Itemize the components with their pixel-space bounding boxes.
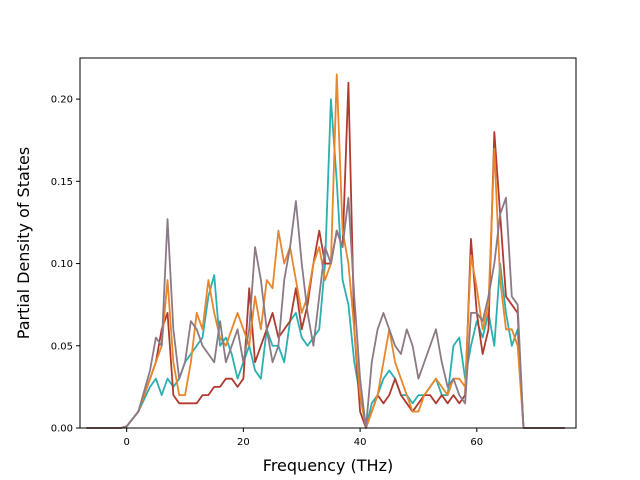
x-tick-label: 20: [237, 437, 250, 448]
pdos-series-line-4: [86, 196, 566, 429]
y-tick-label: 0.20: [51, 95, 73, 106]
x-tick-label: 40: [354, 437, 367, 448]
plot-area-background: [80, 58, 576, 428]
y-axis-label: Partial Density of States: [14, 147, 33, 339]
y-tick-label: 0.10: [51, 259, 73, 270]
y-tick-label: 0.05: [51, 341, 73, 352]
y-axis-ticks: 0.00 0.05 0.10 0.15 0.20: [51, 95, 80, 435]
plot-frame: [79, 57, 577, 429]
x-axis-label: Frequency (THz): [263, 456, 393, 475]
x-tick-label: 0: [123, 437, 129, 448]
y-tick-label: 0.00: [51, 424, 73, 435]
series-layer: [86, 73, 566, 429]
y-tick-label: 0.15: [51, 177, 73, 188]
x-tick-label: 60: [470, 437, 483, 448]
x-axis-ticks: 0 20 40 60: [123, 428, 483, 448]
